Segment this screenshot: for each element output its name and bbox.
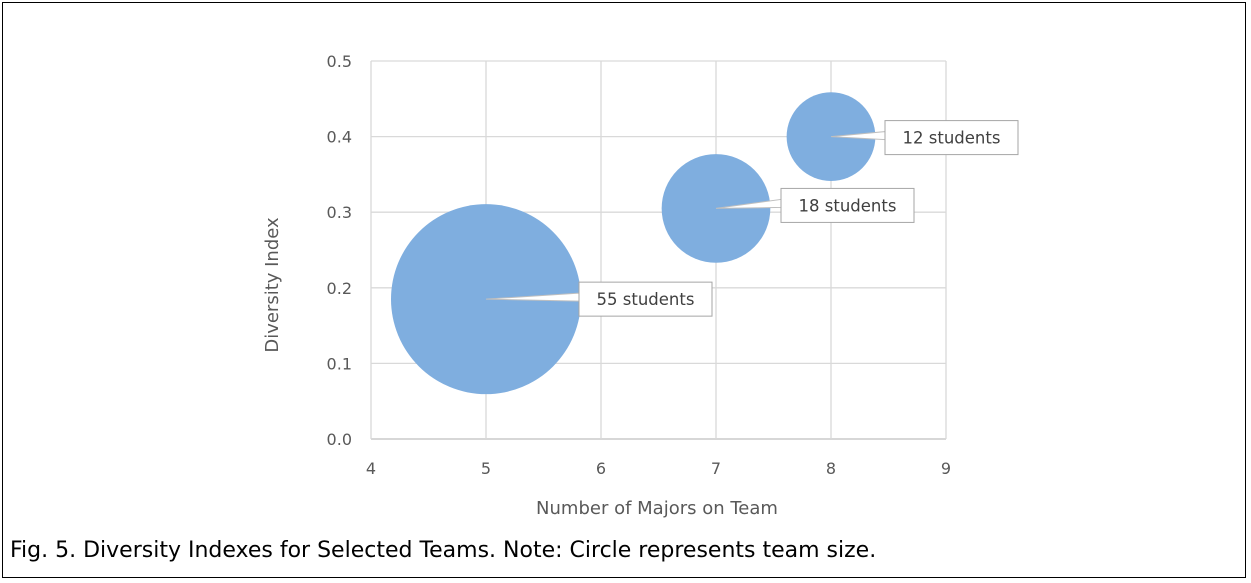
label-box <box>884 120 1019 156</box>
x-axis-ticks: 4 5 6 7 8 9 <box>366 459 951 478</box>
label-box <box>780 187 915 223</box>
y-axis-ticks: 0.0 0.1 0.2 0.3 0.4 0.5 <box>327 52 352 449</box>
label-box <box>578 281 713 317</box>
x-tick-label: 8 <box>826 459 836 478</box>
y-axis-title: Diversity Index <box>262 217 283 353</box>
x-tick-label: 9 <box>941 459 951 478</box>
label-text: 18 students <box>799 196 897 215</box>
data-label: 18 students <box>715 187 915 223</box>
y-tick-label: 0.0 <box>327 430 352 449</box>
x-tick-label: 6 <box>596 459 606 478</box>
x-tick-label: 7 <box>711 459 721 478</box>
y-tick-label: 0.1 <box>327 354 352 373</box>
y-tick-label: 0.2 <box>327 279 352 298</box>
bubbles <box>391 92 876 395</box>
label-text: 55 students <box>597 290 695 309</box>
x-axis-title: Number of Majors on Team <box>536 498 778 519</box>
figure-caption: Fig. 5. Diversity Indexes for Selected T… <box>10 538 877 563</box>
y-tick-label: 0.5 <box>327 52 352 71</box>
data-label: 12 students <box>830 120 1019 156</box>
x-tick-label: 4 <box>366 459 376 478</box>
data-label: 55 students <box>485 281 713 317</box>
x-tick-label: 5 <box>481 459 491 478</box>
bubble-chart: 0.0 0.1 0.2 0.3 0.4 0.5 4 5 6 7 8 9 55 students 18 … <box>262 52 1019 519</box>
data-labels: 55 students 18 students 12 students <box>485 120 1019 317</box>
y-tick-label: 0.3 <box>327 203 352 222</box>
y-tick-label: 0.4 <box>327 128 352 147</box>
label-text: 12 students <box>903 129 1001 148</box>
